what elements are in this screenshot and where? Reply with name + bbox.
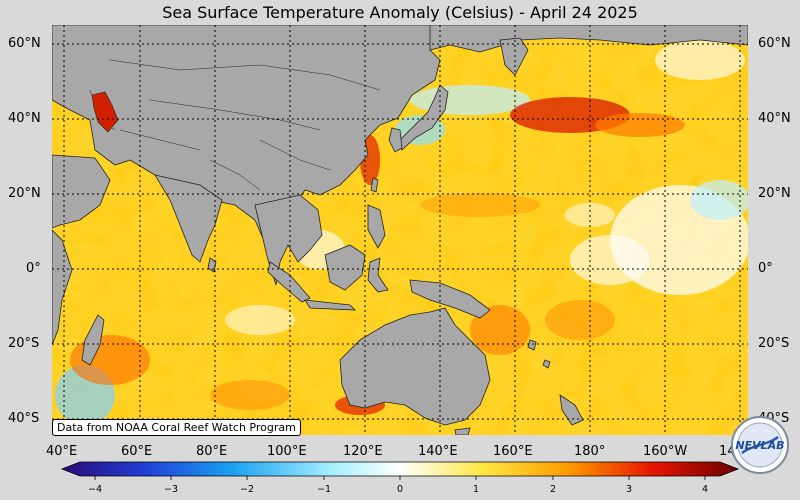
land-korea — [388, 127, 403, 153]
land-java — [304, 299, 357, 311]
land-madagascar — [81, 314, 105, 366]
land-borneo — [324, 244, 366, 291]
lat-label-left: 0° — [26, 261, 41, 276]
colorbar-tick: 1 — [472, 484, 480, 495]
land-indochina — [254, 194, 323, 286]
lat-label-left: 60°N — [8, 36, 41, 51]
land-tasmania — [454, 427, 471, 435]
lon-label: 100°E — [267, 444, 307, 459]
colorbar-tick: 4 — [701, 484, 709, 495]
colorbar-tick: 3 — [625, 484, 633, 495]
map-field — [52, 25, 748, 435]
map-title: Sea Surface Temperature Anomaly (Celsius… — [162, 3, 638, 22]
colorbar-tick: −4 — [87, 484, 103, 495]
land-australia — [339, 307, 491, 426]
lon-label: 160°W — [643, 444, 688, 459]
lon-label: 40°E — [46, 444, 78, 459]
lon-label: 140°E — [418, 444, 458, 459]
land-taiwan — [370, 177, 379, 193]
lon-label: 80°E — [196, 444, 228, 459]
lon-label: 60°E — [121, 444, 153, 459]
land — [52, 25, 748, 435]
borders — [89, 59, 381, 191]
land-philippines — [367, 204, 386, 249]
lat-label-right: 40°N — [758, 111, 791, 126]
lat-label-right: 0° — [758, 261, 773, 276]
land-sulawesi — [367, 257, 389, 293]
gridlines — [52, 25, 748, 435]
lon-label: 180° — [574, 444, 606, 459]
land-islands — [527, 339, 551, 369]
lat-label-right: 20°N — [758, 186, 791, 201]
land-arabia — [52, 154, 111, 229]
colorbar-tick: −2 — [239, 484, 255, 495]
lon-label: 160°E — [493, 444, 533, 459]
lat-label-left: 20°S — [8, 336, 40, 351]
colorbar-tick: 0 — [396, 484, 404, 495]
land-newzealand — [559, 394, 584, 426]
nevlab-logo: NEVLAB — [731, 416, 789, 474]
colorbar — [60, 461, 740, 480]
land-newguinea — [409, 279, 491, 319]
lat-label-right: 60°N — [758, 36, 791, 51]
land-india — [154, 174, 223, 263]
land-kamchatka — [499, 37, 529, 76]
caspian-sea — [91, 91, 119, 133]
colorbar-tick: −1 — [316, 484, 332, 495]
lat-label-left: 40°N — [8, 111, 41, 126]
colorbar-tick: −3 — [163, 484, 179, 495]
svg-text:NEVLAB: NEVLAB — [735, 439, 784, 452]
colorbar-tick: 2 — [549, 484, 557, 495]
lat-label-left: 40°S — [8, 411, 40, 426]
land-japan — [397, 84, 449, 151]
land-africa — [52, 229, 73, 346]
data-credit: Data from NOAA Coral Reef Watch Program — [52, 419, 301, 436]
lon-label: 120°E — [343, 444, 383, 459]
lat-label-right: 20°S — [758, 336, 790, 351]
lat-label-left: 20°N — [8, 186, 41, 201]
